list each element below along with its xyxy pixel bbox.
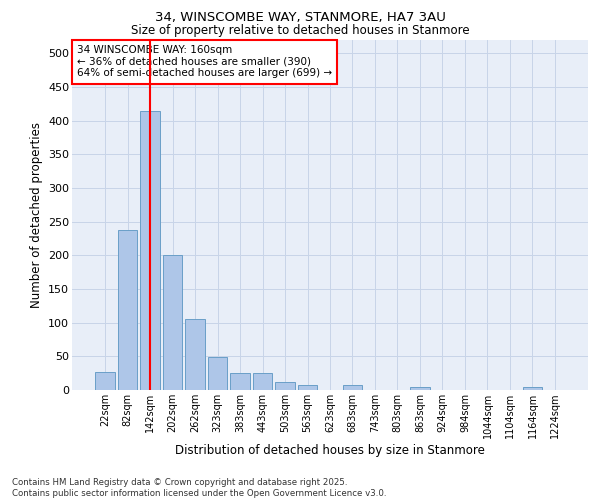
Bar [163, 256, 182, 390]
Bar [118, 230, 137, 390]
Bar [410, 386, 430, 390]
Bar [208, 357, 227, 390]
Bar [95, 372, 115, 390]
Bar [230, 373, 250, 390]
Bar [343, 386, 362, 390]
Bar [253, 373, 272, 390]
Text: 34, WINSCOMBE WAY, STANMORE, HA7 3AU: 34, WINSCOMBE WAY, STANMORE, HA7 3AU [155, 11, 445, 24]
Bar [275, 382, 295, 390]
Y-axis label: Number of detached properties: Number of detached properties [29, 122, 43, 308]
Bar [298, 384, 317, 390]
Text: Size of property relative to detached houses in Stanmore: Size of property relative to detached ho… [131, 24, 469, 37]
Bar [185, 320, 205, 390]
X-axis label: Distribution of detached houses by size in Stanmore: Distribution of detached houses by size … [175, 444, 485, 457]
Bar [140, 110, 160, 390]
Text: Contains HM Land Registry data © Crown copyright and database right 2025.
Contai: Contains HM Land Registry data © Crown c… [12, 478, 386, 498]
Bar [523, 386, 542, 390]
Text: 34 WINSCOMBE WAY: 160sqm
← 36% of detached houses are smaller (390)
64% of semi-: 34 WINSCOMBE WAY: 160sqm ← 36% of detach… [77, 46, 332, 78]
